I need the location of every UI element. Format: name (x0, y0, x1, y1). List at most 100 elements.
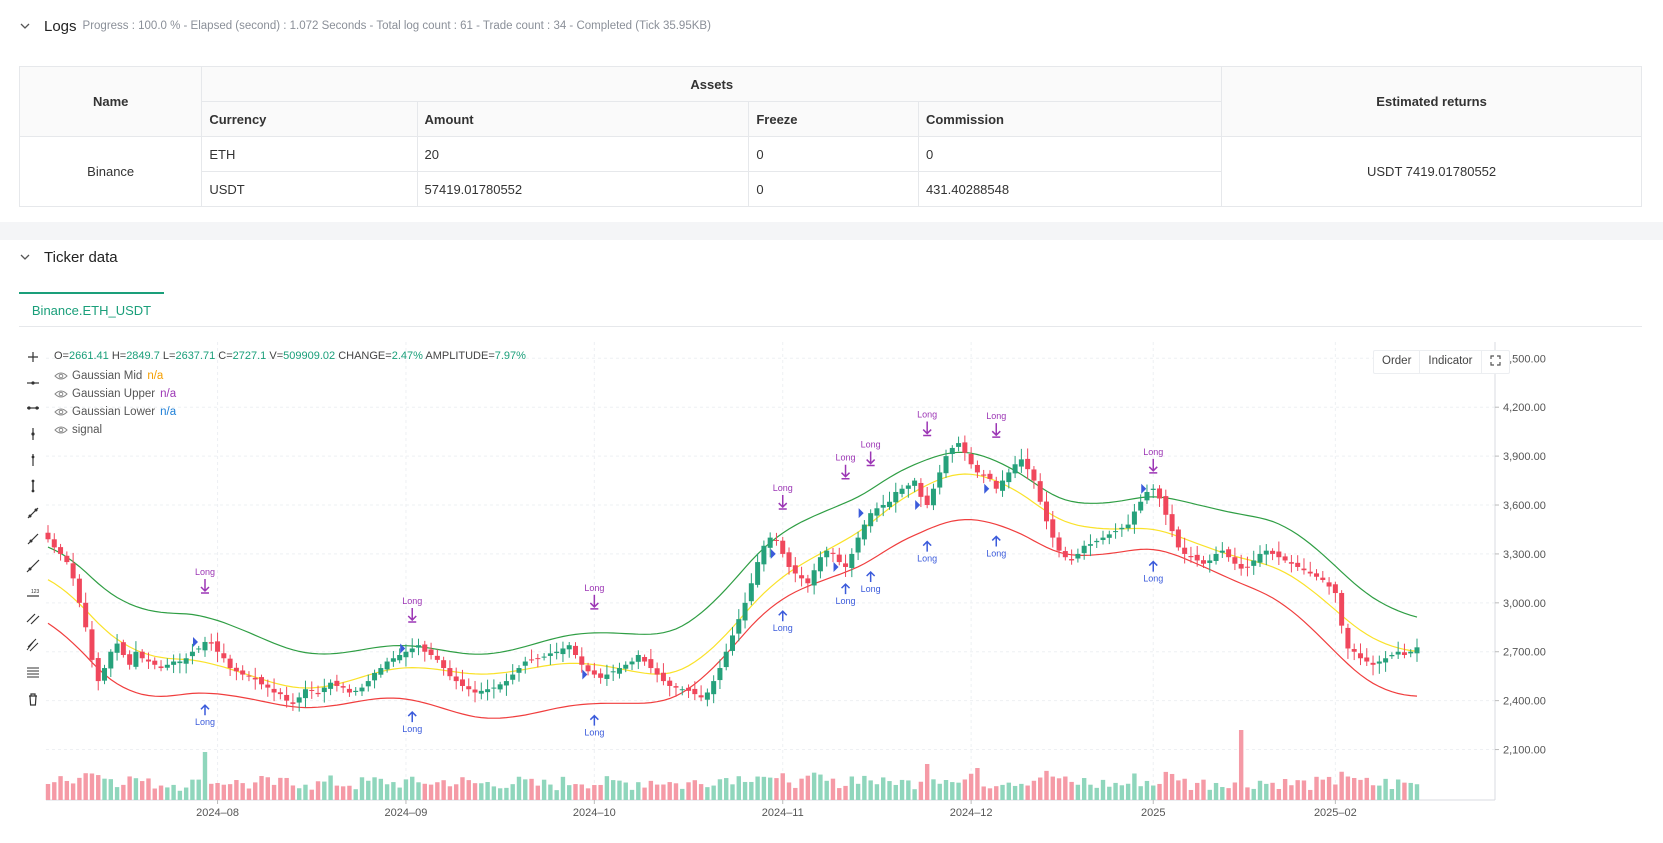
candle-body (284, 694, 290, 701)
volume-bar (975, 768, 980, 800)
candle-body (227, 658, 233, 669)
candlestick-chart[interactable]: 4,500.00 4,200.00 3,900.00 3,600.00 3,300.00… (19, 342, 1642, 837)
fib-retracement-icon (27, 667, 39, 678)
volume-bar (246, 788, 252, 800)
chevron-down-icon[interactable] (18, 250, 32, 264)
candle-body (541, 656, 547, 658)
ticker-header[interactable]: Ticker data (18, 247, 118, 267)
candle-body (1408, 651, 1414, 654)
candle-body (585, 665, 591, 672)
eye-icon[interactable] (54, 389, 68, 399)
volume-bar (1144, 780, 1150, 800)
long-entry-label: Long (917, 554, 937, 564)
tab-divider (19, 326, 1642, 327)
ray-tool[interactable] (19, 525, 47, 553)
volume-bar (303, 784, 308, 800)
candle-body (302, 689, 308, 699)
price-tick-label: 2,100.00 (1503, 745, 1546, 757)
volume-bar (742, 781, 748, 800)
candle-body (930, 488, 936, 506)
volume-bar (158, 785, 164, 800)
legend-signal[interactable]: signal (54, 421, 176, 439)
candle-body (560, 648, 566, 655)
amplitude-value: 7.97% (494, 350, 526, 362)
eye-icon[interactable] (54, 425, 68, 435)
candle-body (353, 690, 359, 692)
volume-bar (887, 781, 892, 800)
candle-body (1232, 557, 1238, 564)
long-entry-label: Long (836, 596, 856, 606)
candle-body (1087, 544, 1093, 546)
long-entry-arrow (200, 704, 210, 716)
candle-body (761, 545, 767, 565)
candle-body (899, 488, 905, 494)
volume-bar (1044, 770, 1049, 800)
fullscreen-button[interactable] (1482, 351, 1509, 373)
extended-line-tool[interactable] (19, 552, 47, 580)
candle-body (943, 456, 949, 474)
volume-bar (453, 784, 459, 800)
legend-label: Gaussian Upper (72, 388, 156, 400)
candle-body (918, 482, 924, 497)
trash-tool[interactable] (19, 685, 47, 713)
currency-cell: USDT (201, 171, 418, 207)
indicator-button[interactable]: Indicator (1420, 351, 1482, 373)
freeze-cell: 0 (748, 171, 919, 207)
pitchfork-icon (26, 638, 39, 652)
legend-label: signal (72, 424, 103, 436)
fib-retracement-tool[interactable] (19, 658, 47, 686)
vertical-line-tool[interactable] (19, 420, 47, 448)
horizontal-line-tool[interactable] (19, 369, 47, 397)
candle-body (1163, 496, 1169, 515)
long-exit-arrow (200, 578, 210, 594)
tab-binance-eth-usdt[interactable]: Binance.ETH_USDT (19, 292, 164, 326)
crosshair-tool[interactable] (19, 343, 47, 371)
candle-body (409, 648, 415, 653)
candle-body (1257, 553, 1263, 563)
candle-body (102, 668, 108, 681)
volume-bar (579, 784, 584, 800)
horizontal-ray-tool[interactable] (19, 394, 47, 422)
volume-bar (623, 782, 628, 800)
volume-bar (460, 777, 465, 800)
volume-bar (906, 780, 911, 800)
candle-body (1081, 545, 1087, 554)
volume-bar (139, 781, 145, 800)
vertical-ray-tool[interactable] (19, 472, 47, 500)
price-tick-label: 2,700.00 (1503, 647, 1546, 659)
volume-bar (441, 780, 446, 800)
volume-bar (177, 790, 183, 800)
candle-body (679, 689, 685, 691)
order-button[interactable]: Order (1374, 351, 1421, 373)
volume-bar (661, 784, 666, 800)
candle-body (535, 658, 541, 660)
volume-bar (554, 790, 559, 800)
parallel-channel-tool[interactable] (19, 605, 47, 633)
volume-bar (340, 786, 346, 800)
trend-line-tool[interactable] (19, 499, 47, 527)
candle-body (139, 651, 145, 659)
eye-icon[interactable] (54, 407, 68, 417)
col-name: Name (18, 66, 203, 137)
logs-header[interactable]: Logs Progress : 100.0 % - Elapsed (secon… (18, 16, 711, 36)
pitchfork-tool[interactable] (19, 631, 47, 659)
candle-body (95, 658, 101, 682)
eye-icon[interactable] (54, 371, 68, 381)
volume-value: 509909.02 (283, 350, 336, 362)
long-exit-arrow (991, 423, 1001, 438)
legend-gaussian-upper[interactable]: Gaussian Upper n/a (54, 385, 176, 403)
vertical-segment-tool[interactable] (19, 446, 47, 474)
legend-gaussian-lower[interactable]: Gaussian Lower n/a (54, 403, 176, 421)
candle-body (1000, 480, 1006, 491)
chart-area[interactable]: 4,500.00 4,200.00 3,900.00 3,600.00 3,300.00… (19, 342, 1642, 837)
chevron-down-icon[interactable] (18, 19, 32, 33)
price-label-tool[interactable]: 123 (19, 578, 47, 606)
candle-body (1226, 549, 1232, 558)
candle-body (1106, 534, 1112, 538)
volume-bar (491, 786, 497, 800)
legend-label: Gaussian Mid (72, 370, 143, 382)
candle-body (259, 677, 265, 685)
legend-gaussian-mid[interactable]: Gaussian Mid n/a (54, 367, 176, 385)
candle-body (849, 553, 855, 568)
candle-body (296, 697, 302, 703)
